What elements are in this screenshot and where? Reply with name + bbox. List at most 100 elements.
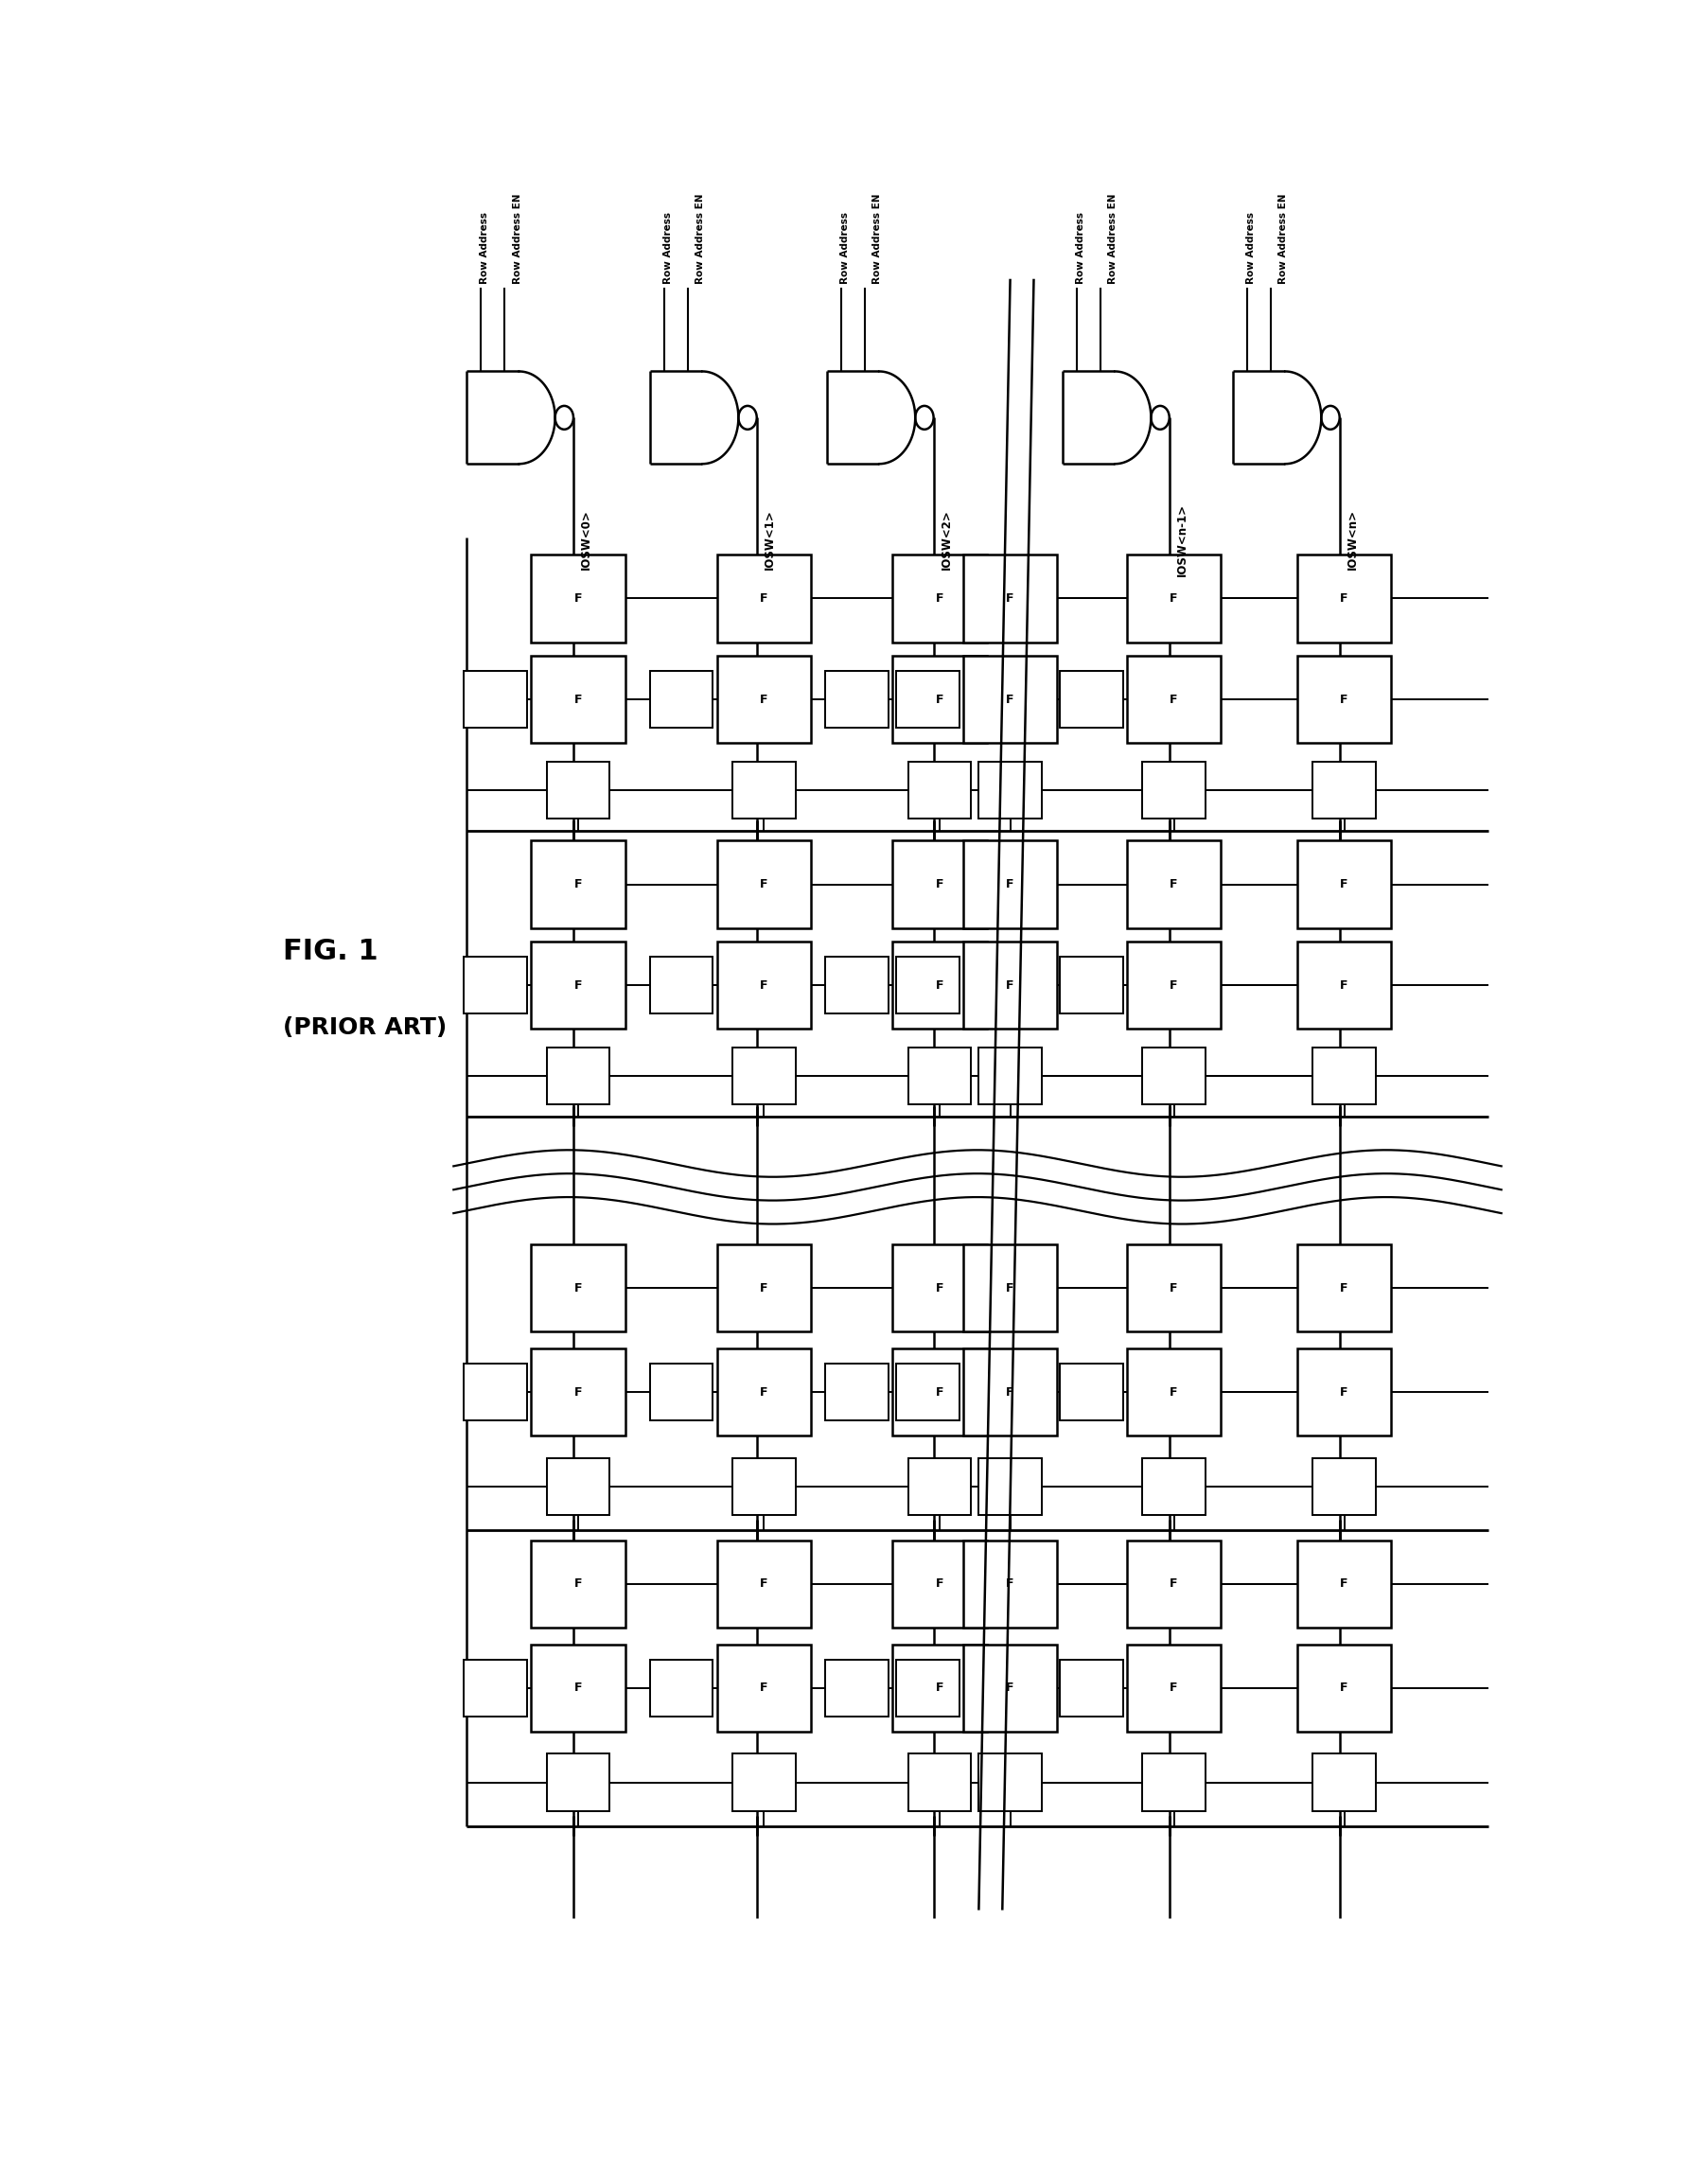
Bar: [717, 841, 811, 928]
Bar: [1313, 1754, 1376, 1811]
Text: Row Address EN: Row Address EN: [1109, 194, 1117, 284]
Text: F: F: [1169, 692, 1178, 705]
Text: F: F: [1340, 1387, 1349, 1398]
Bar: [963, 555, 1058, 642]
Bar: [546, 762, 610, 819]
Bar: [896, 670, 960, 727]
Bar: [1127, 1245, 1222, 1332]
Text: Row Address: Row Address: [662, 212, 673, 284]
Bar: [465, 670, 527, 727]
Text: IOSW<1>: IOSW<1>: [764, 509, 776, 570]
Text: F: F: [1340, 592, 1349, 605]
Bar: [825, 1660, 889, 1717]
Bar: [1060, 957, 1122, 1013]
Text: IOSW<0>: IOSW<0>: [580, 509, 592, 570]
Text: F: F: [575, 878, 581, 891]
Text: F: F: [1340, 1577, 1349, 1590]
Text: F: F: [1169, 1282, 1178, 1295]
Bar: [892, 555, 987, 642]
Text: F: F: [1006, 1387, 1014, 1398]
Bar: [1127, 655, 1222, 743]
Text: F: F: [936, 978, 943, 992]
Bar: [465, 1660, 527, 1717]
Text: Row Address: Row Address: [1246, 212, 1256, 284]
Text: Row Address EN: Row Address EN: [872, 194, 882, 284]
Bar: [531, 1245, 625, 1332]
Bar: [1296, 1645, 1391, 1732]
Bar: [651, 957, 713, 1013]
Text: F: F: [1169, 978, 1178, 992]
Text: F: F: [760, 1387, 767, 1398]
Bar: [732, 1048, 796, 1105]
Bar: [1060, 1660, 1122, 1717]
Bar: [531, 841, 625, 928]
Bar: [963, 841, 1058, 928]
Text: IOSW<n>: IOSW<n>: [1347, 509, 1359, 570]
Bar: [1127, 1348, 1222, 1435]
Text: F: F: [936, 1577, 943, 1590]
Text: F: F: [936, 878, 943, 891]
Bar: [896, 957, 960, 1013]
Bar: [979, 1754, 1041, 1811]
Bar: [546, 1457, 610, 1516]
Bar: [979, 1048, 1041, 1105]
Bar: [979, 1457, 1041, 1516]
Text: F: F: [936, 1387, 943, 1398]
Text: F: F: [1006, 1682, 1014, 1695]
Bar: [1142, 1457, 1205, 1516]
Bar: [892, 1245, 987, 1332]
Text: Row Address: Row Address: [1077, 212, 1085, 284]
Text: F: F: [760, 1577, 767, 1590]
Bar: [1296, 655, 1391, 743]
Bar: [1127, 1540, 1222, 1627]
Bar: [1313, 762, 1376, 819]
Text: F: F: [1006, 878, 1014, 891]
Text: F: F: [936, 692, 943, 705]
Bar: [651, 670, 713, 727]
Bar: [979, 762, 1041, 819]
Text: Row Address: Row Address: [480, 212, 488, 284]
Bar: [717, 555, 811, 642]
Bar: [896, 1363, 960, 1422]
Bar: [732, 762, 796, 819]
Bar: [963, 655, 1058, 743]
Bar: [651, 1363, 713, 1422]
Text: F: F: [1340, 878, 1349, 891]
Text: F: F: [1169, 592, 1178, 605]
Bar: [908, 1754, 972, 1811]
Text: F: F: [575, 1577, 581, 1590]
Bar: [896, 1660, 960, 1717]
Bar: [908, 1457, 972, 1516]
Text: F: F: [760, 692, 767, 705]
Text: F: F: [575, 1387, 581, 1398]
Bar: [892, 1348, 987, 1435]
Bar: [1296, 1348, 1391, 1435]
Bar: [717, 1348, 811, 1435]
Bar: [531, 1540, 625, 1627]
Text: F: F: [1169, 878, 1178, 891]
Bar: [892, 1645, 987, 1732]
Bar: [1313, 1048, 1376, 1105]
Text: Row Address EN: Row Address EN: [696, 194, 705, 284]
Bar: [717, 655, 811, 743]
Text: F: F: [760, 1682, 767, 1695]
Bar: [908, 762, 972, 819]
Bar: [825, 670, 889, 727]
Bar: [892, 941, 987, 1029]
Text: F: F: [575, 1282, 581, 1295]
Bar: [963, 1645, 1058, 1732]
Bar: [651, 1660, 713, 1717]
Text: F: F: [1340, 692, 1349, 705]
Text: F: F: [1169, 1387, 1178, 1398]
Bar: [546, 1048, 610, 1105]
Text: F: F: [1006, 592, 1014, 605]
Bar: [1060, 670, 1122, 727]
Bar: [732, 1754, 796, 1811]
Bar: [892, 655, 987, 743]
Text: F: F: [1340, 1282, 1349, 1295]
Bar: [531, 1348, 625, 1435]
Bar: [963, 1348, 1058, 1435]
Bar: [825, 957, 889, 1013]
Bar: [1142, 1754, 1205, 1811]
Text: F: F: [575, 692, 581, 705]
